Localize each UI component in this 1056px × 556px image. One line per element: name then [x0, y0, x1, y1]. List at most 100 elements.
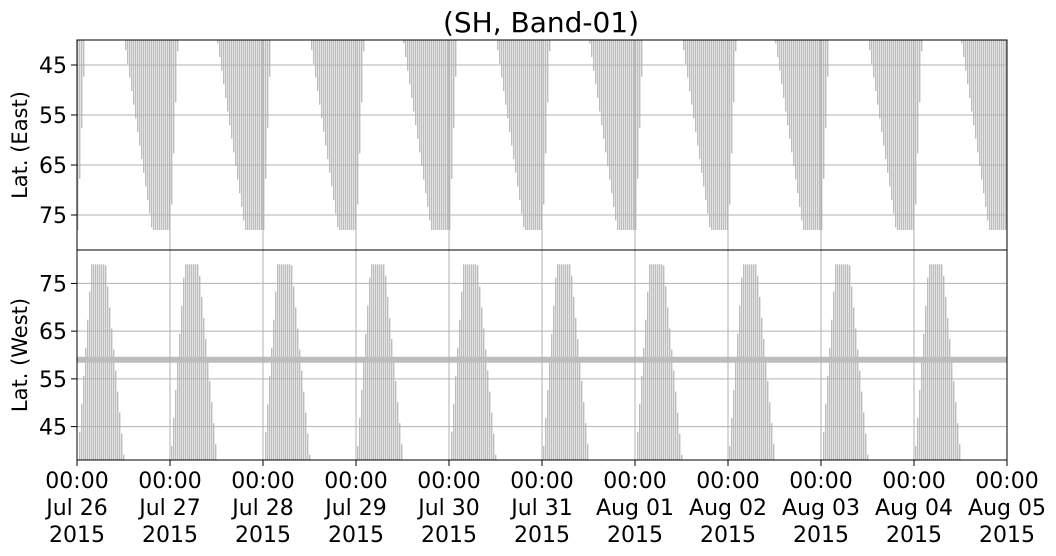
x-tick-label: Jul 30 — [416, 496, 480, 521]
coverage-bar — [855, 328, 857, 460]
coverage-bar — [823, 40, 825, 179]
coverage-bar — [219, 40, 221, 58]
coverage-bar — [583, 402, 585, 460]
coverage-bar — [345, 40, 347, 230]
x-tick-label: 00:00 — [231, 469, 294, 494]
coverage-bar — [337, 40, 339, 228]
coverage-bar — [361, 389, 363, 460]
coverage-bar — [259, 40, 261, 230]
coverage-bar — [255, 40, 257, 230]
x-tick-label: Aug 04 — [875, 496, 953, 521]
coverage-bar — [921, 40, 923, 52]
coverage-bar — [693, 40, 695, 119]
coverage-bar — [323, 40, 325, 132]
coverage-bar — [313, 40, 315, 64]
coverage-bar — [549, 361, 551, 460]
coverage-bar — [535, 40, 537, 230]
coverage-bar — [295, 307, 297, 460]
coverage-bar — [641, 375, 643, 460]
coverage-bar — [209, 381, 211, 460]
coverage-bar — [451, 40, 453, 179]
x-tick-label: 2015 — [979, 523, 1035, 548]
coverage-bar — [485, 349, 487, 460]
coverage-bar — [523, 40, 525, 228]
coverage-bar — [267, 403, 269, 460]
x-tick-label: 00:00 — [603, 469, 666, 494]
coverage-bar — [921, 361, 923, 460]
coverage-bar — [761, 317, 763, 460]
coverage-bar — [147, 40, 149, 201]
coverage-bar — [171, 445, 173, 460]
coverage-bar — [893, 40, 895, 214]
coverage-bar — [181, 305, 183, 460]
coverage-bar — [611, 40, 613, 194]
x-tick-label: Jul 28 — [230, 496, 294, 521]
coverage-bar — [667, 307, 669, 460]
coverage-bar — [83, 40, 85, 77]
coverage-bar — [363, 40, 365, 52]
coverage-bar — [707, 40, 709, 214]
coverage-bar — [953, 381, 955, 460]
coverage-bar — [347, 40, 349, 230]
coverage-bar — [603, 40, 605, 139]
coverage-bar — [133, 40, 135, 105]
coverage-bar — [547, 40, 549, 103]
y-tick-label: 65 — [39, 320, 67, 345]
coverage-bar — [833, 291, 835, 460]
coverage-bar — [231, 40, 233, 139]
coverage-bar — [111, 328, 113, 460]
y-tick-label: 55 — [39, 368, 67, 393]
coverage-bar — [137, 40, 139, 132]
coverage-bar — [665, 286, 667, 460]
coverage-bar — [229, 40, 231, 126]
coverage-bar — [449, 40, 451, 230]
coverage-bar — [713, 40, 715, 230]
x-tick-label: 2015 — [793, 523, 849, 548]
coverage-bar — [481, 307, 483, 460]
coverage-bar — [247, 40, 249, 230]
y-tick-label: 75 — [39, 204, 67, 229]
coverage-bar — [617, 40, 619, 230]
coverage-bar — [915, 445, 917, 460]
coverage-bar — [211, 402, 213, 460]
east-grid — [77, 40, 1007, 250]
coverage-bar — [785, 40, 787, 112]
coverage-bar — [107, 286, 109, 460]
x-tick-label: Aug 02 — [689, 496, 767, 521]
x-tick-label: 2015 — [607, 523, 663, 548]
coverage-bar — [125, 40, 127, 51]
coverage-bar — [597, 40, 599, 98]
coverage-bar — [983, 40, 985, 194]
coverage-bar — [821, 40, 823, 230]
coverage-bar — [623, 40, 625, 230]
coverage-bar — [817, 40, 819, 230]
coverage-bar — [159, 40, 161, 230]
coverage-bar — [803, 40, 805, 230]
coverage-bar — [335, 40, 337, 214]
coverage-bar — [241, 40, 243, 207]
coverage-bar — [203, 317, 205, 460]
coverage-bar — [249, 40, 251, 230]
coverage-bar — [923, 333, 925, 460]
coverage-bar — [959, 444, 961, 460]
coverage-bar — [647, 291, 649, 460]
coverage-bar — [109, 307, 111, 460]
coverage-bar — [435, 40, 437, 230]
coverage-bar — [991, 40, 993, 230]
coverage-bar — [227, 40, 229, 112]
coverage-bar — [907, 40, 909, 230]
coverage-bar — [829, 347, 831, 460]
coverage-bar — [221, 40, 223, 71]
coverage-bar — [899, 40, 901, 230]
coverage-bar — [969, 40, 971, 98]
coverage-bar — [123, 454, 125, 460]
chart-title: (SH, Band-01) — [443, 6, 639, 39]
coverage-bar — [357, 445, 359, 460]
west-y-ticks: 45 55 65 75 — [39, 272, 77, 441]
x-tick-label: 00:00 — [417, 469, 480, 494]
coverage-bar — [555, 277, 557, 460]
coverage-bar — [985, 40, 987, 207]
coverage-bar — [359, 40, 361, 154]
coverage-bar — [431, 40, 433, 230]
coverage-bar — [455, 40, 457, 77]
